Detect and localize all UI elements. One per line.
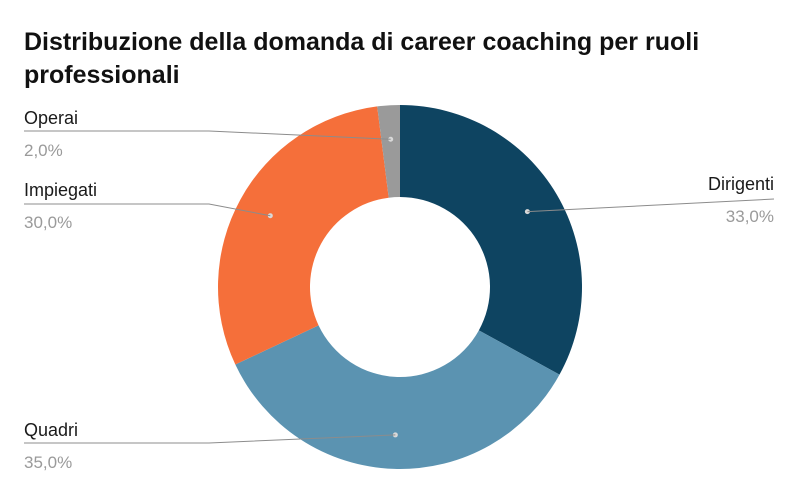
label-dirigenti: Dirigenti (708, 174, 774, 194)
slice-impiegati (217, 106, 389, 365)
leader-line-operai (24, 130, 391, 140)
label-quadri: Quadri (24, 420, 78, 440)
donut-slices (217, 105, 582, 469)
label-impiegati: Impiegati (24, 180, 97, 200)
value-quadri: 35,0% (24, 453, 72, 472)
slice-dirigenti (400, 105, 582, 375)
leader-line-quadri (24, 434, 396, 444)
slice-operai (377, 105, 400, 198)
chart-title: Distribuzione della domanda di career co… (24, 28, 700, 89)
leader-line-impiegati (24, 203, 271, 217)
leader-lines (24, 130, 775, 444)
value-impiegati: 30,0% (24, 213, 72, 232)
label-operai: Operai (24, 108, 78, 128)
value-dirigenti: 33,0% (726, 207, 774, 226)
value-operai: 2,0% (24, 141, 63, 160)
slice-labels: Dirigenti 33,0% Quadri 35,0% Impiegati 30,0% O… (24, 108, 774, 472)
slice-quadri (235, 325, 560, 469)
leader-line-dirigenti (527, 198, 775, 213)
